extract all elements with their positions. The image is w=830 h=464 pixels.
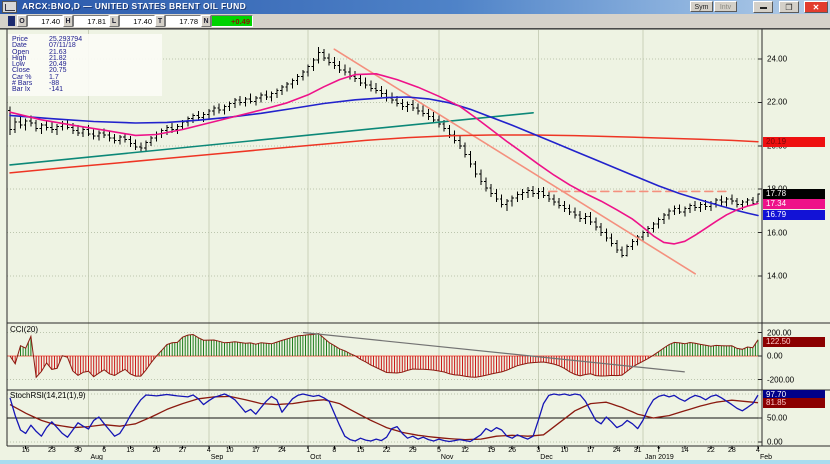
stoch-tick-0.00: 0.00 [767, 437, 783, 447]
cci-tick--200.00: -200.00 [767, 375, 795, 384]
quote-field-label-T: T [155, 15, 165, 27]
cci-tick-200.00: 200.00 [767, 328, 792, 337]
chart-canvas[interactable] [0, 29, 830, 464]
intv-button[interactable]: Intv [714, 1, 737, 12]
minimize-button[interactable] [753, 1, 773, 13]
price-tick-16.00: 16.00 [767, 228, 788, 238]
quote-field-value-H[interactable]: 17.81 [73, 15, 109, 27]
info-row: Close 20.75 [12, 67, 67, 75]
app-icon [2, 1, 17, 13]
quote-field-value-T[interactable]: 17.78 [165, 15, 201, 27]
info-row: Bar Ix -141 [12, 86, 64, 94]
stoch-value-label-81.85: 81.85 [763, 397, 825, 408]
quote-field-label-H: H [63, 15, 73, 27]
quote-field-value-L[interactable]: 17.40 [119, 15, 155, 27]
quote-marker-icon [8, 16, 15, 26]
cci-label: CCI(20) [10, 325, 39, 334]
price-label-20.19: 20.19 [763, 136, 825, 147]
sym-button[interactable]: Sym [690, 1, 713, 12]
price-label-16.79: 16.79 [763, 210, 825, 221]
quote-field-label-N: N [201, 15, 211, 27]
price-tick-24.00: 24.00 [767, 54, 788, 64]
price-label-17.78: 17.78 [763, 188, 825, 199]
price-tick-22.00: 22.00 [767, 97, 788, 107]
info-row: Open 21.63 [12, 48, 67, 56]
maximize-button[interactable]: ❐ [779, 1, 799, 13]
quote-bar: O 17.40 H 17.81 L 17.40 T 17.78 N +0.49 [0, 14, 830, 29]
info-row: Low 20.49 [12, 61, 67, 69]
close-button[interactable]: ✕ [804, 1, 828, 13]
cci-tick-0.00: 0.00 [767, 351, 783, 361]
window-title: ARCX:BNO,D — UNITED STATES BRENT OIL FUN… [22, 1, 247, 11]
info-row: Price 25.293794 [12, 36, 83, 43]
price-scale: 24.0022.0020.0018.0016.0014.00200.000.00… [762, 29, 830, 464]
quote-fields: O 17.40 H 17.81 L 17.40 T 17.78 N +0.49 [17, 15, 253, 27]
info-row: Date 07/11/18 [12, 42, 76, 50]
quote-field-label-O: O [17, 15, 27, 27]
quote-field-label-L: L [109, 15, 119, 27]
info-panel: Price 25.293794 Date 07/11/18 Open 21.63 High 2… [8, 34, 162, 96]
stoch-value-label-97.70: 97.70 [763, 390, 825, 401]
cci-value-label: 122.50 [763, 336, 825, 347]
quote-field-value-O[interactable]: 17.40 [27, 15, 63, 27]
stochrsi-label: StochRSI(14,21(1),9) [10, 391, 86, 400]
info-row: Car % 1.7 [12, 73, 59, 81]
info-row: # Bars -88 [12, 80, 60, 88]
quote-field-value-N[interactable]: +0.49 [211, 15, 253, 27]
stoch-tick-50.00: 50.00 [767, 413, 788, 423]
titlebar[interactable]: ARCX:BNO,D — UNITED STATES BRENT OIL FUN… [0, 0, 830, 14]
chart-region[interactable]: Price 25.293794 Date 07/11/18 Open 21.63 High 2… [0, 29, 830, 464]
price-tick-14.00: 14.00 [767, 271, 788, 281]
info-row: High 21.82 [12, 54, 67, 62]
window-bottom-border [0, 460, 830, 464]
price-label-17.34: 17.34 [763, 198, 825, 209]
